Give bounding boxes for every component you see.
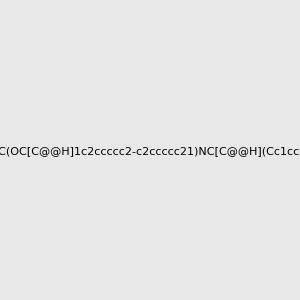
Text: O=C(OC[C@@H]1c2ccccc2-c2ccccc21)NC[C@@H](Cc1ccc(OC: O=C(OC[C@@H]1c2ccccc2-c2ccccc21)NC[C@@H]…	[0, 146, 300, 157]
